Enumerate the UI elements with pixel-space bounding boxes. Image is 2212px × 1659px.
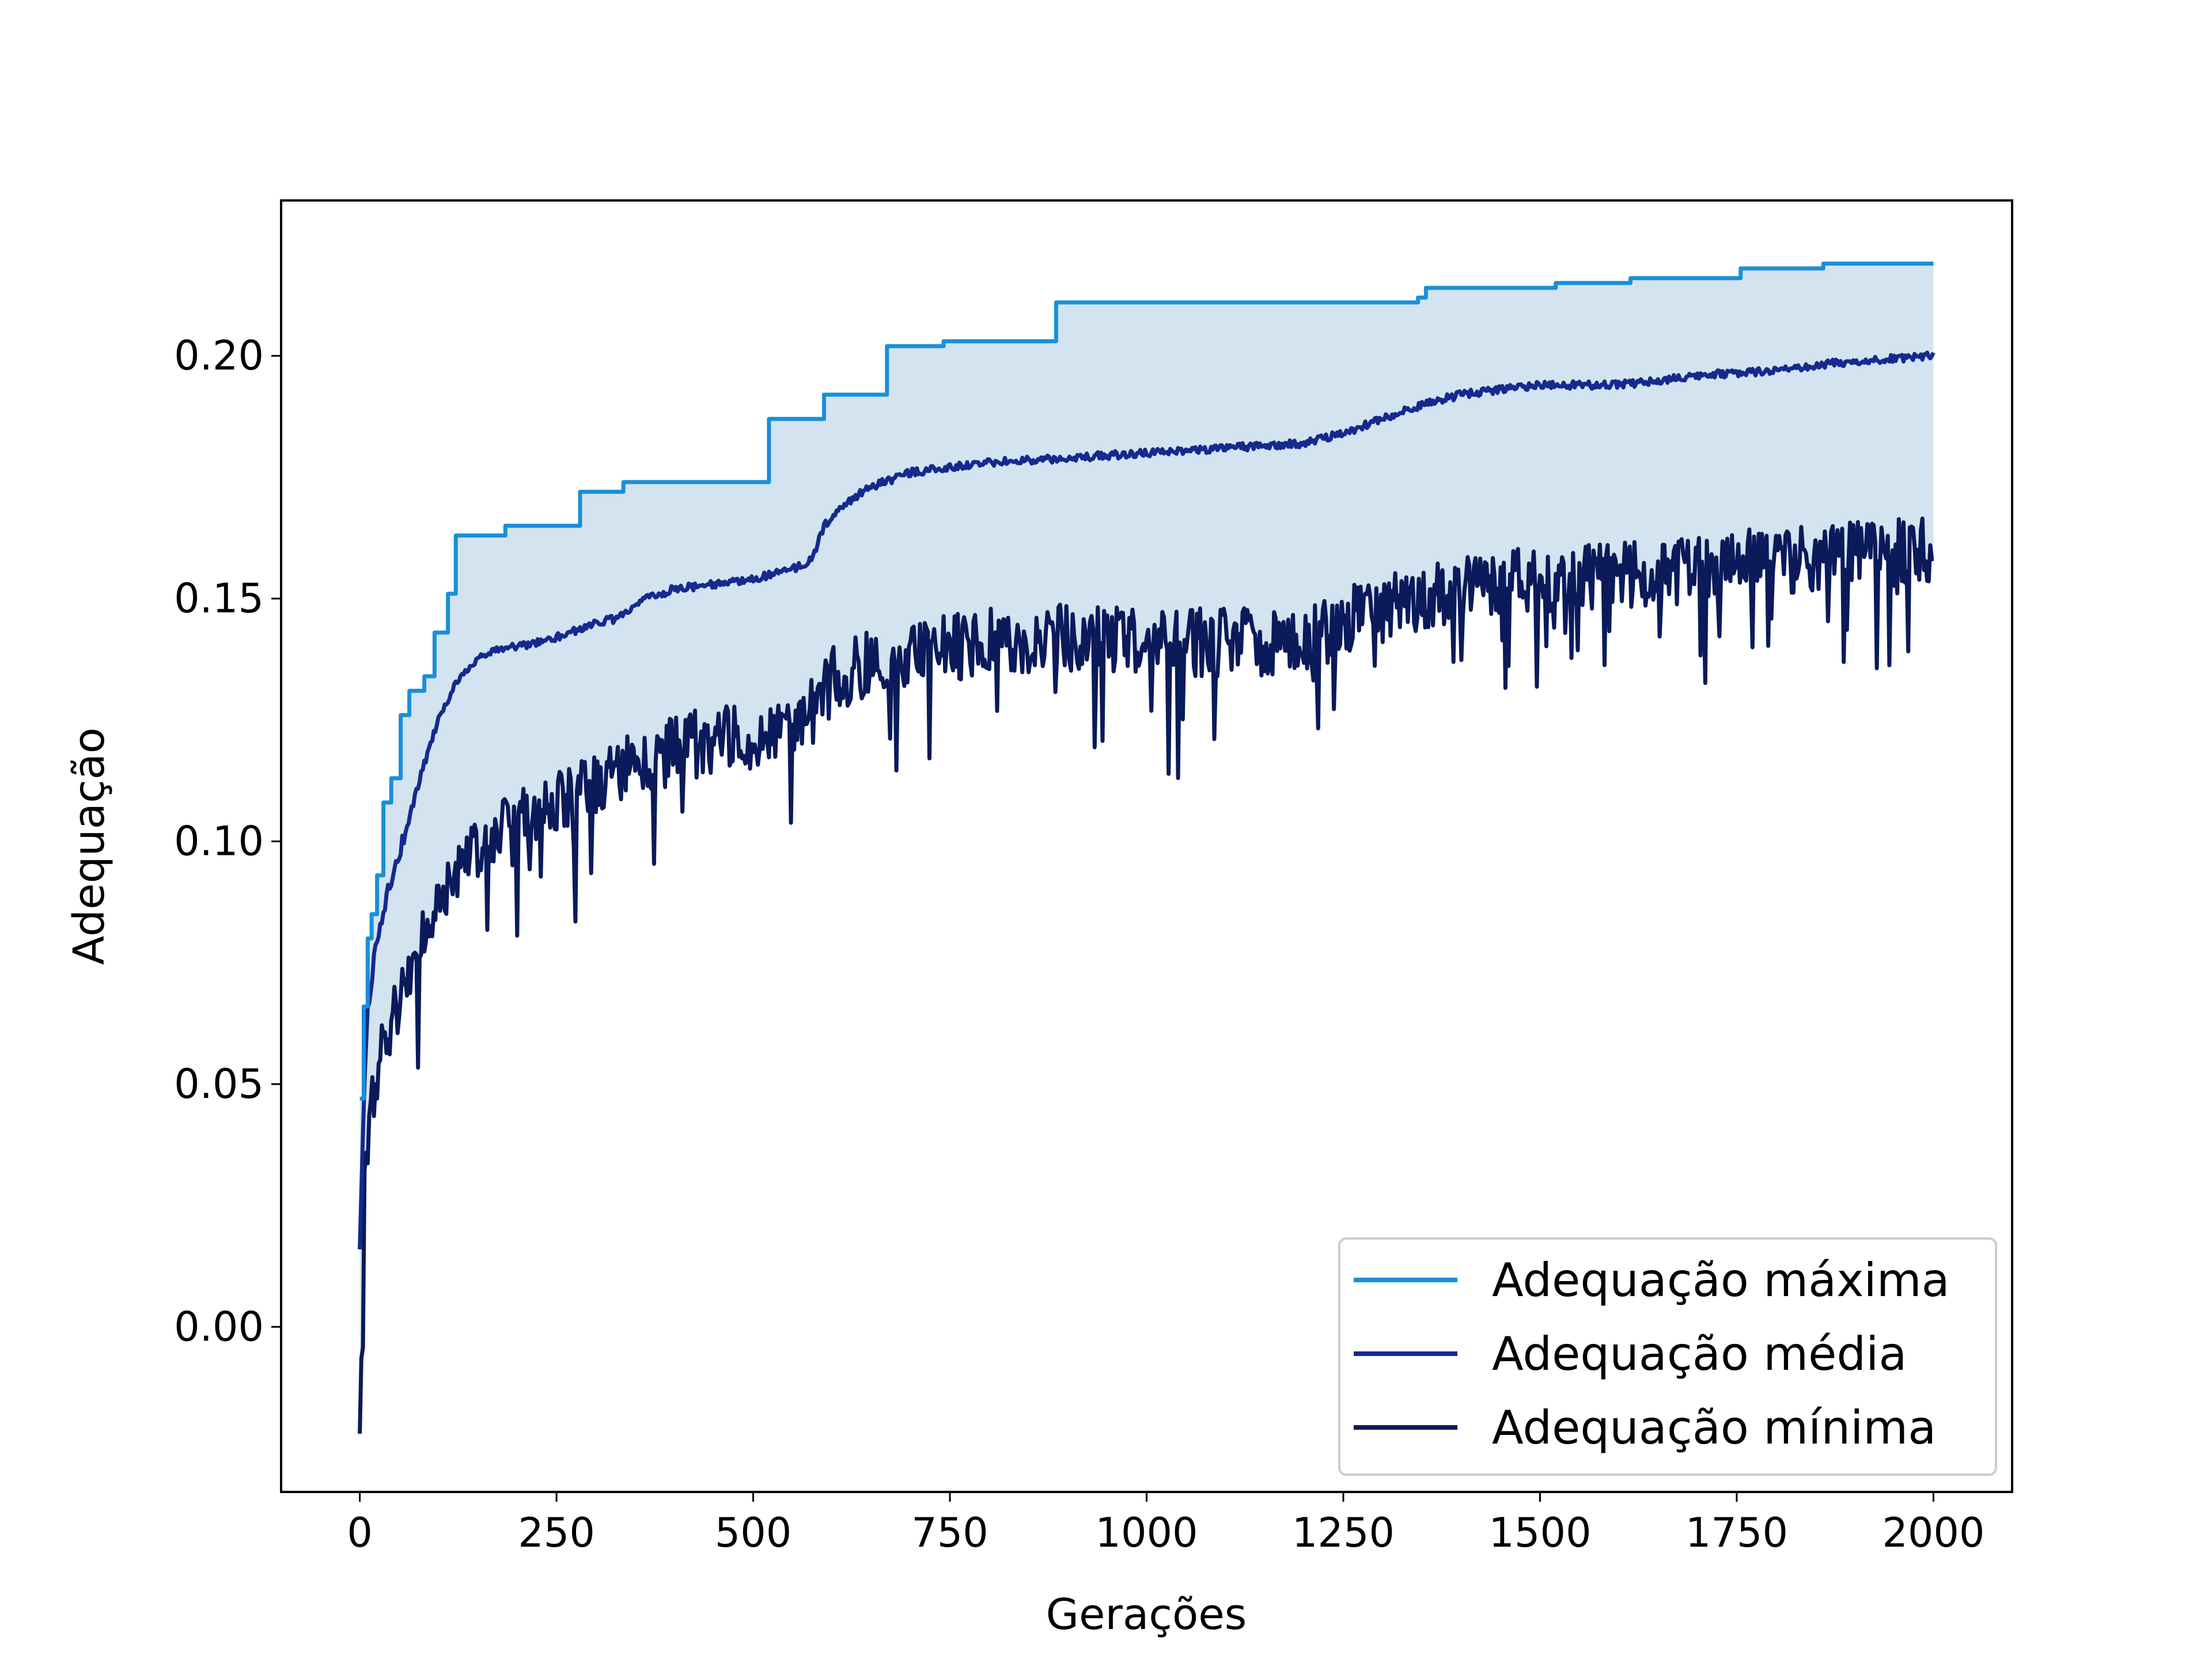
legend-label: Adequação mínima: [1492, 1401, 1936, 1455]
series-line-adequacao-maxima: [359, 262, 1934, 1101]
x-tick-label: 1500: [1488, 1509, 1591, 1556]
y-axis-label: Adequação: [65, 728, 114, 965]
legend-label: Adequação máxima: [1492, 1253, 1950, 1307]
y-tick-label: 0.10: [174, 818, 264, 865]
x-tick-label: 1750: [1685, 1509, 1788, 1556]
x-tick-label: 1250: [1292, 1509, 1395, 1556]
x-tick-label: 2000: [1882, 1509, 1984, 1556]
y-tick-label: 0.05: [174, 1060, 264, 1108]
y-axis: 0.00 0.05 0.10 0.15 0.20: [174, 332, 281, 1350]
y-tick-label: 0.15: [174, 575, 264, 622]
x-tick-label: 0: [347, 1509, 373, 1556]
series-line-adequacao-minima: [358, 516, 1934, 1434]
y-tick-label: 0.20: [174, 332, 264, 380]
y-tick-label: 0.00: [174, 1303, 264, 1350]
x-axis-label: Gerações: [1046, 1590, 1247, 1639]
x-tick-label: 750: [911, 1509, 988, 1556]
x-tick-label: 250: [518, 1509, 595, 1556]
fill-between-band: [359, 263, 1934, 1434]
legend-box: [1338, 1237, 1997, 1476]
plot-area: [358, 262, 1936, 1434]
x-tick-label: 1000: [1095, 1509, 1198, 1556]
x-axis: 0 250 500 750 1000 1250 1500 1750 2000: [347, 1492, 1984, 1556]
x-tick-label: 500: [715, 1509, 792, 1556]
series-line-adequacao-media: [358, 350, 1936, 1249]
legend: Adequação máxima Adequação média Adequação…: [1338, 1237, 1997, 1476]
legend-label: Adequação média: [1492, 1327, 1907, 1381]
